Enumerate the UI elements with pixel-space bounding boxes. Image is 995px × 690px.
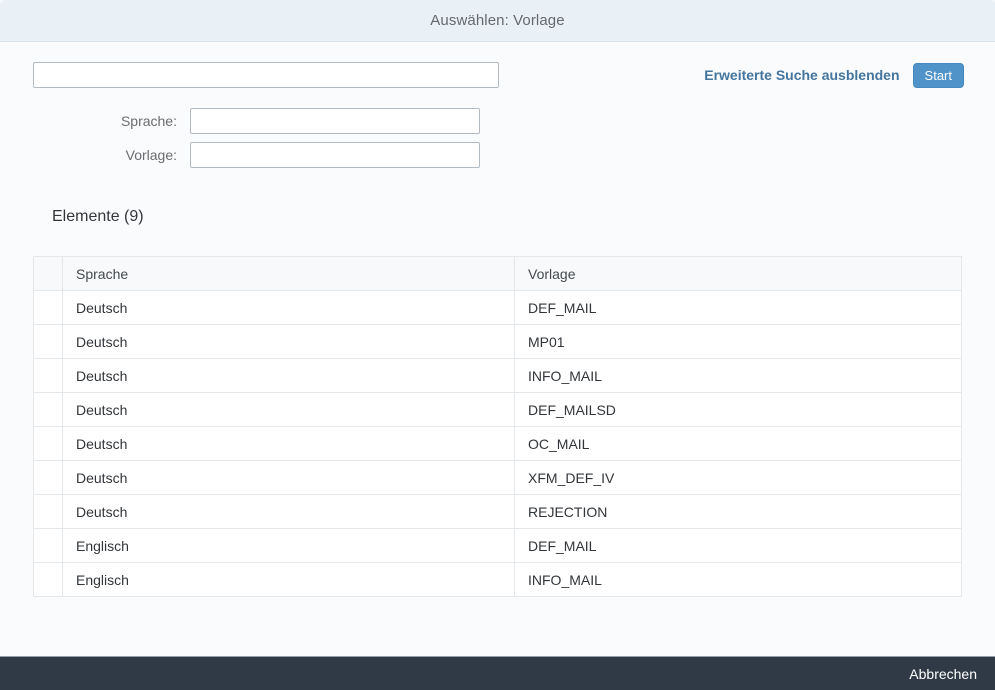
table-row[interactable]: Englisch DEF_MAIL [33,528,962,563]
search-actions: Erweiterte Suche ausblenden Start [704,62,964,88]
row-selector [33,358,63,393]
cell-vorlage: REJECTION [514,494,962,529]
cell-sprache: Englisch [62,562,515,597]
cell-sprache: Deutsch [62,358,515,393]
sprache-field[interactable] [190,108,480,134]
cell-sprache: Deutsch [62,426,515,461]
sprache-field-label: Sprache: [120,113,177,129]
column-header-vorlage: Vorlage [514,256,962,291]
row-selector [33,562,63,597]
cell-sprache: Deutsch [62,290,515,325]
row-selector [33,290,63,325]
cancel-button[interactable]: Abbrechen [907,662,979,686]
table-row[interactable]: Deutsch MP01 [33,324,962,359]
cell-vorlage: DEF_MAILSD [514,392,962,427]
cell-sprache: Deutsch [62,460,515,495]
vorlage-field[interactable] [190,142,480,168]
filter-row-sprache: Sprache: [0,108,480,134]
column-header-sprache: Sprache [62,256,515,291]
cell-vorlage: DEF_MAIL [514,528,962,563]
cell-sprache: Deutsch [62,392,515,427]
dialog-title: Auswählen: Vorlage [430,12,565,29]
cell-sprache: Englisch [62,528,515,563]
basic-search-input[interactable] [33,62,499,88]
row-selector [33,324,63,359]
table-row[interactable]: Deutsch OC_MAIL [33,426,962,461]
table-row[interactable]: Deutsch INFO_MAIL [33,358,962,393]
table-row[interactable]: Deutsch DEF_MAILSD [33,392,962,427]
table-row[interactable]: Deutsch XFM_DEF_IV [33,460,962,495]
row-selector [33,528,63,563]
results-count-title: Elemente (9) [52,208,144,225]
table-row[interactable]: Deutsch REJECTION [33,494,962,529]
cell-vorlage: XFM_DEF_IV [514,460,962,495]
results-table: Sprache Vorlage Deutsch DEF_MAIL Deutsch… [33,256,962,597]
dialog-header: Auswählen: Vorlage [0,0,995,42]
dialog-footer: Abbrechen [0,656,995,690]
selection-column-header [33,256,63,291]
row-selector [33,392,63,427]
advanced-search-toggle-link[interactable]: Erweiterte Suche ausblenden [704,67,900,83]
row-selector [33,426,63,461]
cell-sprache: Deutsch [62,324,515,359]
table-row[interactable]: Deutsch DEF_MAIL [33,290,962,325]
start-search-button[interactable]: Start [912,62,964,88]
table-header-row: Sprache Vorlage [33,256,962,291]
cell-vorlage: INFO_MAIL [514,562,962,597]
row-selector [33,460,63,495]
dialog-content: Erweiterte Suche ausblenden Start Sprach… [0,42,995,656]
cell-vorlage: MP01 [514,324,962,359]
cell-vorlage: DEF_MAIL [514,290,962,325]
filter-row-vorlage: Vorlage: [0,142,480,168]
cell-sprache: Deutsch [62,494,515,529]
table-row[interactable]: Englisch INFO_MAIL [33,562,962,597]
vorlage-field-label: Vorlage: [125,147,177,163]
cell-vorlage: OC_MAIL [514,426,962,461]
row-selector [33,494,63,529]
cell-vorlage: INFO_MAIL [514,358,962,393]
